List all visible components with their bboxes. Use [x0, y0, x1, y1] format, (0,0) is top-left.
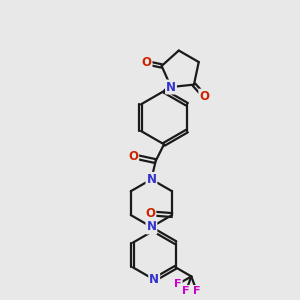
Text: N: N	[146, 173, 156, 186]
Text: O: O	[142, 56, 152, 69]
Text: N: N	[149, 273, 159, 286]
Text: O: O	[199, 90, 209, 103]
Text: N: N	[146, 220, 156, 233]
Text: F: F	[182, 286, 190, 296]
Text: O: O	[146, 207, 155, 220]
Text: N: N	[166, 80, 176, 94]
Text: O: O	[128, 150, 138, 164]
Text: F: F	[193, 286, 200, 296]
Text: F: F	[174, 279, 182, 289]
